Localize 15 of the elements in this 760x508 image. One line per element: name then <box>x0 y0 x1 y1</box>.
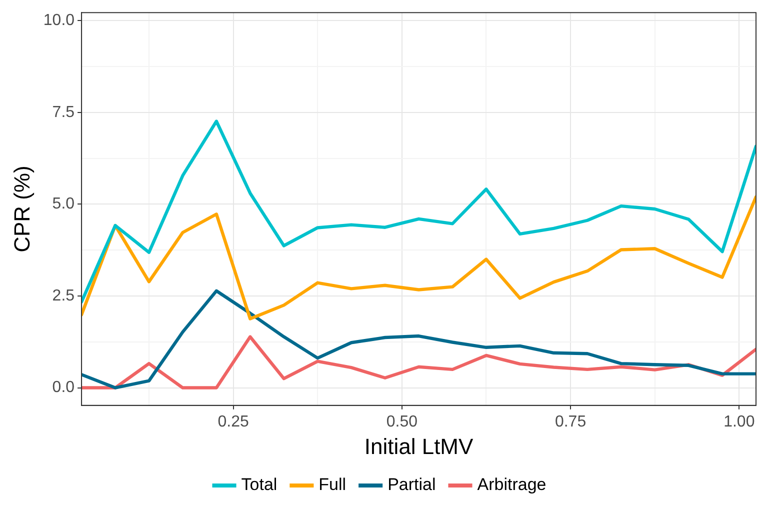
y-tick-label: 0.0 <box>52 379 75 396</box>
legend-label: Total <box>241 475 278 494</box>
y-tick-label: 5.0 <box>52 196 75 213</box>
x-tick-label: 1.00 <box>724 413 755 430</box>
x-tick-label: 0.75 <box>554 413 586 430</box>
x-tick-label: 0.25 <box>218 413 249 430</box>
legend-label: Arbitrage <box>477 475 546 494</box>
y-tick-label: 7.5 <box>52 104 75 121</box>
y-axis-title: CPR (%) <box>9 166 34 252</box>
legend-label: Partial <box>388 475 436 494</box>
y-tick-label: 2.5 <box>52 287 75 304</box>
legend-label: Full <box>318 475 346 494</box>
x-tick-label: 0.50 <box>386 413 418 430</box>
x-axis-title: Initial LtMV <box>364 434 474 459</box>
y-tick-label: 10.0 <box>43 12 75 30</box>
